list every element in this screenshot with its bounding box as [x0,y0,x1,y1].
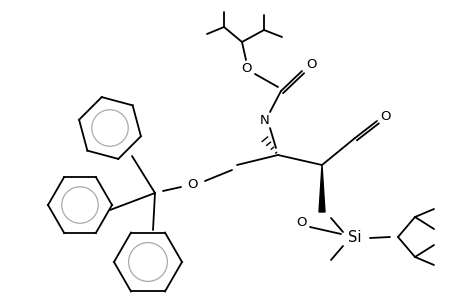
Polygon shape [318,165,325,212]
Text: O: O [296,217,307,230]
Text: O: O [241,61,252,74]
Text: N: N [259,113,269,127]
Text: O: O [306,58,317,70]
Text: O: O [380,110,391,122]
Text: O: O [187,178,198,191]
Text: Si: Si [347,230,361,245]
